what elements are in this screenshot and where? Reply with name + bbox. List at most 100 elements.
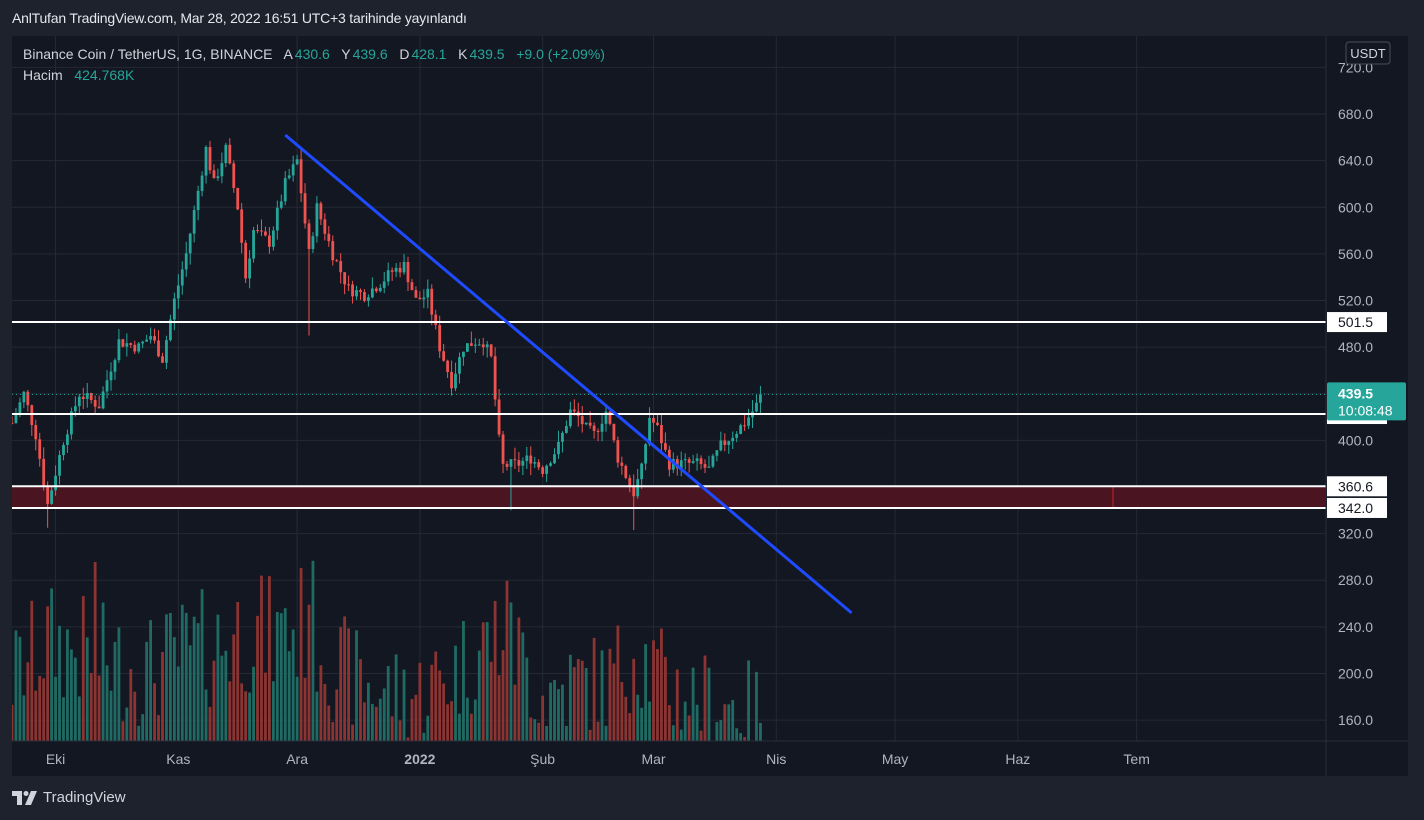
volume-bar: [319, 665, 323, 741]
candle-body: [545, 465, 548, 474]
candle-body: [450, 371, 453, 389]
volume-bar: [14, 630, 18, 741]
candle-body: [34, 425, 38, 440]
change-value: +9.0 (+2.09%): [516, 46, 605, 62]
volume-bar: [679, 729, 683, 741]
volume-bar: [446, 704, 449, 741]
candle-body: [386, 270, 390, 282]
candle-body: [180, 269, 184, 286]
volume-bar: [652, 640, 655, 741]
candle-body: [38, 439, 42, 459]
volume-bar: [200, 589, 204, 741]
volume-bar: [275, 611, 279, 741]
candle-body: [600, 423, 604, 432]
candle-body: [26, 391, 30, 406]
volume-bar: [204, 689, 208, 741]
volume-bar: [691, 667, 695, 741]
high-value: 439.6: [352, 46, 388, 62]
candle-body: [493, 356, 497, 400]
price-tick-label: 400.0: [1338, 432, 1373, 448]
candle-body: [212, 170, 216, 179]
volume-bar: [628, 713, 632, 741]
candle-body: [648, 417, 651, 445]
volume-bar: [517, 617, 521, 741]
candle-body: [664, 443, 667, 450]
volume-bar: [731, 700, 735, 741]
candle-body: [232, 163, 236, 189]
candle-body: [422, 297, 426, 300]
candle-body: [608, 411, 612, 424]
candle-body: [299, 159, 303, 194]
volume-bar: [283, 608, 287, 741]
candle-body: [22, 391, 26, 403]
candle-body: [759, 394, 762, 403]
time-axis: Eki Kas Ara 2022 Şub Mar Nis May Haz Tem: [12, 740, 1408, 767]
volume-bar: [576, 659, 580, 741]
volume-bar: [644, 644, 647, 741]
publication-header: AnlTufan TradingView.com, Mar 28, 2022 1…: [12, 10, 467, 26]
candle-body: [632, 485, 636, 497]
last-price-label: 439.5: [1338, 385, 1373, 401]
volume-bar: [34, 690, 38, 741]
candle-body: [410, 282, 414, 291]
volume-bar: [462, 621, 465, 741]
candle-body: [620, 462, 624, 466]
volume-bar: [739, 733, 743, 741]
volume-bar: [707, 667, 711, 741]
footer-brand[interactable]: TradingView: [12, 789, 126, 806]
volume-bar: [58, 625, 61, 741]
candle-body: [727, 441, 731, 445]
volume-bar: [323, 683, 327, 741]
price-chart[interactable]: 720.0680.0640.0600.0560.0520.0480.0440.0…: [12, 36, 1408, 776]
open-label: A: [283, 46, 293, 62]
volume-bar: [660, 628, 663, 741]
candle-body: [311, 236, 315, 249]
symbol-name[interactable]: Binance Coin / TetherUS, 1G, BINANCE: [23, 46, 273, 62]
price-tick-label: 600.0: [1338, 199, 1373, 215]
volume-bar: [355, 630, 358, 741]
candle-body: [343, 272, 347, 285]
volume-bar: [240, 683, 244, 741]
volume-bar: [256, 615, 259, 741]
candle-body: [715, 450, 719, 456]
volume-bar: [367, 682, 370, 741]
candle-body: [628, 477, 632, 486]
volume-bar: [592, 637, 596, 741]
volume-bar: [501, 650, 505, 741]
publish-info: TradingView.com, Mar 28, 2022 16:51 UTC+…: [69, 10, 467, 26]
volume-bar: [216, 614, 220, 741]
volume-bar: [66, 629, 69, 741]
volume-bar: [307, 604, 311, 741]
candle-body: [101, 391, 105, 409]
time-tick-label: Ara: [286, 751, 308, 767]
candle-body: [378, 287, 382, 292]
volume-bar: [295, 676, 299, 741]
chart-panel[interactable]: 720.0680.0640.0600.0560.0520.0480.0440.0…: [12, 36, 1408, 776]
candle-body: [390, 270, 394, 272]
candle-body: [604, 411, 608, 424]
candle-body: [731, 437, 735, 442]
volume-bar: [537, 722, 541, 741]
candle-body: [529, 455, 533, 464]
candle-body: [62, 444, 65, 456]
volume-bar: [279, 613, 283, 741]
volume-bar: [450, 701, 453, 741]
volume-bar: [636, 694, 640, 741]
low-label: D: [399, 46, 410, 62]
candle-body: [580, 416, 584, 425]
volume-bar: [228, 681, 232, 741]
volume-bar: [264, 672, 267, 741]
symbol-legend: Binance Coin / TetherUS, 1G, BINANCE A 43…: [23, 44, 605, 86]
candle-body: [141, 341, 145, 344]
candle-body: [117, 339, 121, 361]
candle-body: [454, 373, 457, 389]
candle-body: [192, 210, 196, 234]
volume-bar: [664, 656, 667, 741]
candle-body: [624, 465, 628, 478]
candle-body: [525, 455, 529, 461]
time-tick-label: 2022: [404, 751, 435, 767]
volume-bar: [521, 632, 525, 741]
volume-bar: [62, 697, 65, 741]
volume-bar: [418, 662, 422, 741]
volume-bar: [695, 704, 699, 741]
